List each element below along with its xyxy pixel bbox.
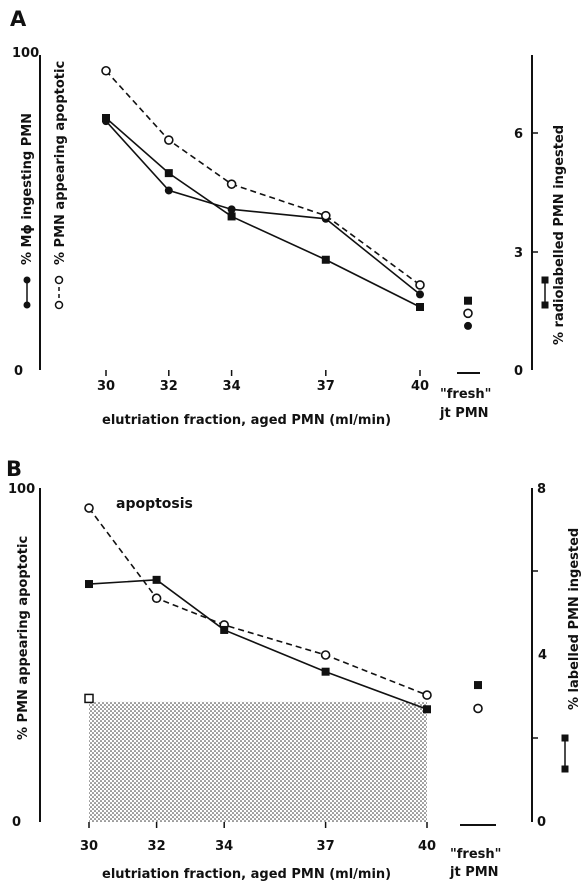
panel-b-right-tick-8: 8 (537, 482, 546, 497)
panel-a-fresh-label-2: jt PMN (439, 406, 489, 421)
panel-a-ylabel-left-2: % PMN appearing apoptotic (53, 61, 68, 265)
panel-b-point-filled-square-37 (321, 667, 330, 676)
panel-a-point-filled-square-32 (164, 169, 173, 178)
panel-b-xtick-34: 34 (215, 839, 233, 854)
panel-b-shaded-band (89, 701, 427, 822)
panel-a-right-tick-3: 3 (514, 246, 523, 261)
panel-b-fresh-label: "fresh" (450, 847, 501, 862)
panel-a-legend-filled-square (541, 276, 549, 309)
panel-a-ylabel-right: % radiolabelled PMN ingested (552, 125, 567, 345)
panel-a-point-filled-square-37 (321, 255, 330, 264)
panel-b-point-open-circle-32 (151, 593, 162, 604)
panel-b-legend-filled-square (561, 734, 569, 773)
panel-a-point-open-circle-40 (415, 280, 425, 290)
panel-a-point-filled-circle-40 (416, 290, 424, 299)
panel-b-left-tick-0: 0 (12, 815, 21, 830)
panel-b-point-filled-square-32 (152, 575, 161, 584)
panel-b-xtick-40: 40 (418, 839, 436, 854)
panel-a-point-open-circle-32 (164, 135, 174, 145)
panel-b-xtick-37: 37 (317, 839, 335, 854)
panel-a-fresh-filled-square (464, 296, 472, 305)
panel-a-xtick-37: 37 (317, 379, 335, 394)
panel-b-fresh-label-2: jt PMN (449, 865, 499, 880)
panel-b-annotation-apoptosis: apoptosis (116, 496, 193, 512)
panel-a-label: A (10, 7, 27, 31)
panel-a-xtick-32: 32 (160, 379, 178, 394)
panel-a-point-filled-circle-34 (227, 205, 236, 214)
panel-b-label: B (6, 457, 22, 481)
panel-b-fresh-filled-square (474, 681, 482, 690)
panel-b-left-tick-100: 100 (8, 482, 35, 497)
panel-a-legend-filled-circle (23, 276, 31, 309)
panel-b-xtick-32: 32 (148, 839, 166, 854)
panel-b-baseline-open-square (84, 693, 94, 704)
panel-a-point-open-circle-30 (101, 65, 111, 76)
panel-b-ylabel-right: % labelled PMN ingested (567, 528, 582, 710)
panel-b-series-open-circle-line (88, 507, 428, 696)
panel-a-point-open-circle-34 (226, 179, 237, 189)
panel-a-fresh-filled-circle (464, 321, 472, 330)
panel-a-series-filled-circle-line (105, 120, 421, 296)
panel-b-right-tick-4: 4 (538, 648, 547, 663)
panel-a-right-tick-0: 0 (514, 364, 523, 379)
panel-b-xtick-30: 30 (80, 839, 98, 854)
panel-a-fresh-label: "fresh" (440, 387, 491, 402)
panel-a-left-tick-100: 100 (12, 46, 39, 61)
panel-a-ylabel-left-1: % Mϕ ingesting PMN (20, 113, 35, 265)
panel-b-ylabel-left: % PMN appearing apoptotic (16, 536, 31, 740)
panel-b-fresh-open-circle (473, 703, 483, 714)
panel-a-point-filled-square-34 (227, 212, 236, 221)
panel-b-point-filled-square-30 (85, 580, 93, 589)
panel-a-xtick-30: 30 (97, 379, 115, 394)
panel-b-point-open-circle-40 (422, 690, 432, 700)
panel-a-fresh-open-circle (463, 308, 473, 319)
panel-a-point-filled-square-30 (102, 114, 110, 122)
panel-b-series-filled-square-line (88, 579, 428, 711)
panel-b-point-open-circle-37 (320, 650, 331, 660)
panel-a-point-filled-square-40 (416, 303, 424, 311)
panel-a-xtick-34: 34 (223, 379, 241, 394)
panel-b-point-filled-square-34 (220, 625, 229, 634)
panel-a: A 100 0 % Mϕ ingesting PMN % PMN appeari… (10, 7, 567, 428)
panel-b-xlabel: elutriation fraction, aged PMN (ml/min) (102, 867, 391, 882)
panel-b-point-open-circle-30 (84, 503, 94, 513)
panel-a-xtick-40: 40 (411, 379, 429, 394)
panel-a-point-open-circle-37 (320, 210, 331, 221)
panel-b: B 100 0 % PMN appearing apoptotic 8 4 0 … (6, 457, 582, 882)
panel-a-series-open-circle-line (105, 70, 421, 286)
panel-b-right-tick-0: 0 (537, 815, 546, 830)
panel-a-legend-open-circle (54, 275, 64, 310)
panel-a-left-tick-0: 0 (14, 364, 23, 379)
panel-a-xlabel: elutriation fraction, aged PMN (ml/min) (102, 413, 391, 428)
panel-b-point-filled-square-40 (423, 705, 431, 714)
panel-a-point-filled-circle-32 (164, 186, 173, 195)
panel-a-right-tick-6: 6 (514, 127, 523, 142)
